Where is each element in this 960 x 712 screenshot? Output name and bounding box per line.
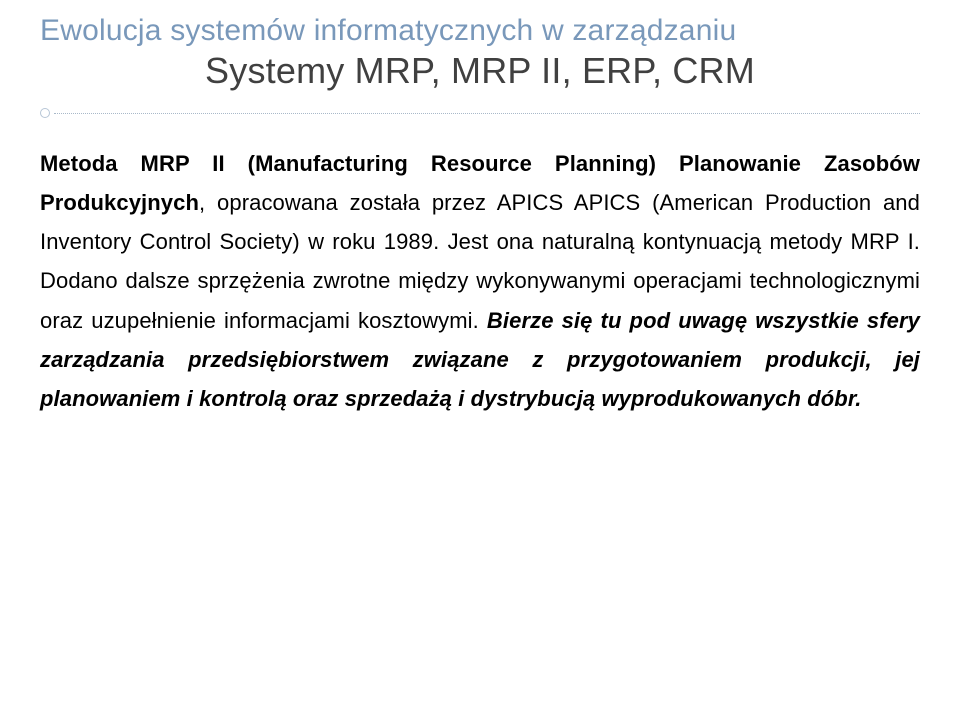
divider-line [54,113,920,114]
body-span-1: , opracowana została przez APICS [199,190,574,215]
divider [40,108,920,118]
divider-dot-icon [40,108,50,118]
body-paragraph: Metoda MRP II (Manufacturing Resource Pl… [40,144,920,418]
title-line-2: Systemy MRP, MRP II, ERP, CRM [40,50,920,92]
slide: Ewolucja systemów informatycznych w zarz… [0,0,960,712]
title-line-1: Ewolucja systemów informatycznych w zarz… [40,14,920,48]
